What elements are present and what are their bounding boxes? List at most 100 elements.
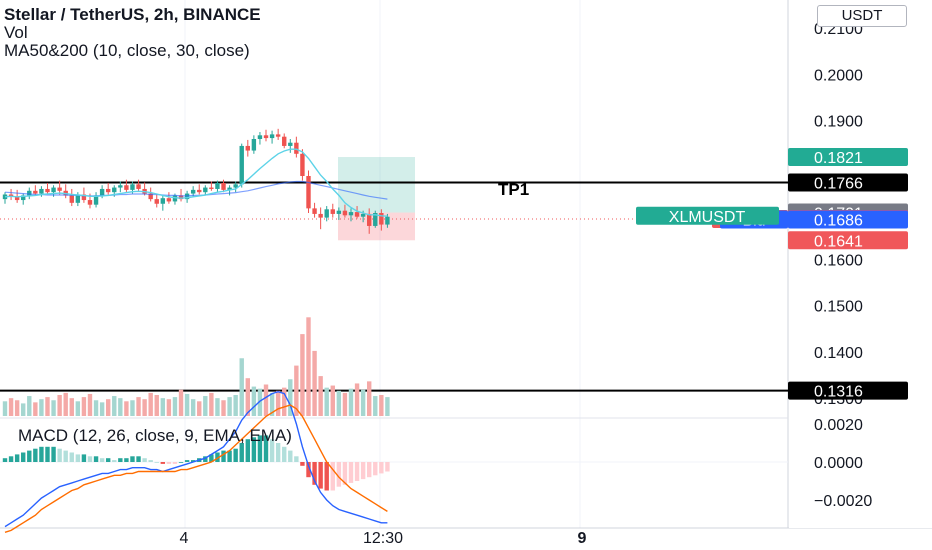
volume-bar — [354, 383, 360, 416]
candle-body — [385, 216, 390, 225]
candle — [239, 143, 244, 188]
price-badge-bg — [788, 148, 908, 167]
macd-histogram-bar — [239, 443, 244, 462]
candle-body — [33, 190, 38, 194]
macd-histogram-bar — [251, 437, 257, 462]
candle — [245, 139, 250, 157]
candle — [221, 179, 226, 193]
macd-histogram-bar — [324, 462, 329, 491]
macd-histogram-bar — [367, 462, 372, 478]
candle-body — [306, 176, 311, 209]
candle — [251, 135, 257, 154]
price-badge: 0.1641 — [788, 231, 908, 250]
time-tick-label: 9 — [578, 530, 587, 547]
macd-histogram-bar — [14, 454, 20, 462]
volume-bar — [342, 392, 348, 416]
macd-histogram-bar — [184, 460, 190, 462]
target-zone — [338, 157, 415, 213]
volume-bar — [251, 386, 257, 416]
candle-body — [379, 213, 384, 225]
candle-body — [112, 187, 117, 193]
volume-bar — [336, 390, 342, 416]
price-badge: 0.1821 — [788, 148, 908, 167]
volume-bar — [300, 334, 305, 416]
volume-bar — [63, 392, 68, 416]
candle-body — [215, 182, 220, 189]
candle — [367, 208, 372, 234]
price-tick-label: 0.2000 — [814, 67, 863, 84]
currency-button[interactable]: USDT — [817, 5, 907, 27]
time-axis: 4 12:30 9 — [180, 530, 587, 547]
candle-body — [2, 194, 8, 200]
macd-histogram-bar — [39, 446, 44, 462]
macd-histogram-bar — [87, 456, 93, 462]
candle — [306, 170, 311, 213]
macd-histogram-bar — [154, 462, 159, 463]
macd-histogram-bar — [318, 462, 323, 489]
candle-body — [105, 188, 111, 193]
candle-body — [282, 136, 287, 146]
candle — [118, 181, 123, 193]
price-badge-bg — [788, 231, 908, 250]
macd-histogram-bar — [57, 448, 62, 462]
candle-body — [178, 195, 184, 200]
volume-bar — [99, 402, 105, 416]
volume-bar — [14, 400, 20, 416]
macd-histogram-bar — [373, 462, 378, 476]
candle-body — [245, 145, 250, 151]
volume-legend[interactable]: Vol — [4, 23, 28, 42]
macd-histogram-bar — [69, 452, 74, 462]
volume-bar — [379, 395, 384, 416]
macd-histogram-bar — [354, 462, 360, 481]
macd-histogram-bar — [99, 458, 105, 462]
candle — [63, 184, 68, 199]
macd-legend[interactable]: MACD (12, 26, close, 9, EMA, EMA) — [18, 426, 292, 445]
volume-bar — [178, 389, 184, 416]
volume-bar — [172, 397, 178, 416]
candle — [342, 204, 348, 218]
candle — [336, 207, 342, 220]
volume-bars — [2, 317, 390, 416]
volume-bar — [8, 398, 14, 416]
macd-histogram-bar — [209, 454, 214, 462]
macd-histogram-bar — [227, 450, 232, 462]
candle-body — [251, 139, 257, 151]
macd-histogram-bar — [360, 462, 366, 480]
macd-histogram-bar — [142, 458, 147, 462]
ma-fast-line — [4, 148, 388, 217]
price-scale-bg — [789, 0, 932, 528]
macd-tick-label: 0.0020 — [814, 417, 863, 434]
symbol-title[interactable]: Stellar / TetherUS, 2h, BINANCE — [4, 5, 261, 24]
volume-bar — [269, 392, 275, 416]
volume-bar — [33, 402, 38, 416]
candle-body — [148, 193, 153, 200]
macd-histogram-bar — [190, 460, 196, 462]
candle-body — [51, 187, 56, 193]
candle-body — [203, 187, 208, 193]
volume-bar — [348, 388, 354, 416]
candle — [197, 184, 202, 195]
candle-body — [324, 209, 329, 218]
candle — [27, 187, 32, 200]
candle — [324, 206, 329, 222]
macd-histogram-bar — [27, 450, 32, 462]
symbol-badge-text: XLMUSDT — [669, 209, 746, 226]
candle-body — [275, 134, 281, 137]
volume-bar — [263, 384, 269, 416]
candle — [379, 209, 384, 231]
volume-bar — [209, 392, 214, 416]
macd-histogram-bar — [118, 458, 123, 462]
candle-body — [93, 195, 99, 205]
macd-histogram-bar — [130, 456, 135, 462]
macd-histogram-bar — [136, 456, 141, 462]
candle-body — [87, 200, 93, 205]
price-badge-bg — [788, 381, 908, 400]
symbol-badge: XLMUSDT — [636, 206, 779, 226]
macd-histogram-bar — [300, 462, 305, 466]
macd-histogram-bar — [105, 458, 111, 462]
ma-legend[interactable]: MA50&200 (10, close, 30, close) — [4, 41, 250, 60]
volume-bar — [69, 398, 74, 416]
volume-bar — [239, 358, 244, 416]
candle-body — [130, 184, 135, 190]
